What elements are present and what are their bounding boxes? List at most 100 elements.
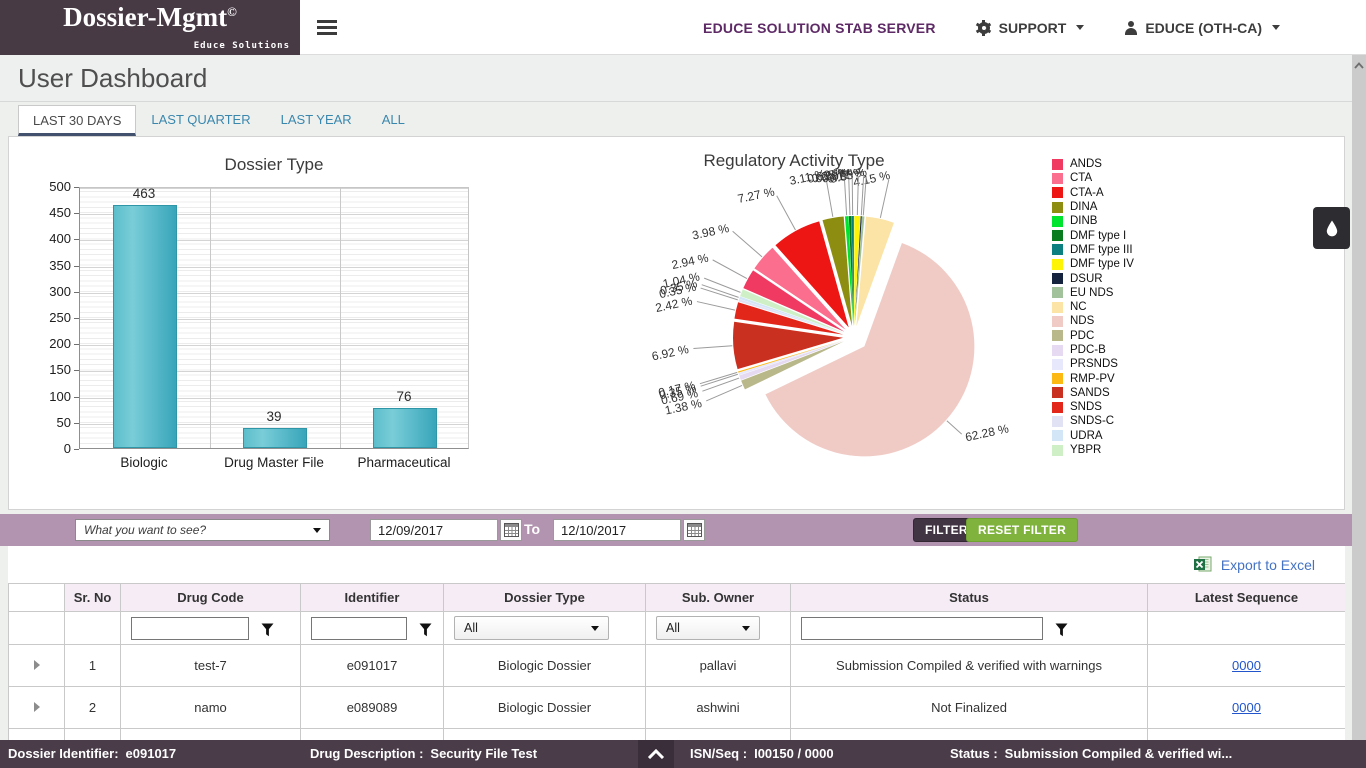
chevron-down-icon bbox=[591, 625, 599, 631]
date-from-calendar-button[interactable] bbox=[500, 519, 522, 541]
pie-chart-legend: ANDS CTA CTA-A DINA DINB DMF type I DMF type I… bbox=[1052, 157, 1134, 457]
reset-filter-button[interactable]: RESET FILTER bbox=[966, 518, 1079, 542]
dossier-type-filter-select[interactable]: All bbox=[454, 616, 609, 640]
bottom-status-bar: Dossier Identifier: e091017 Drug Descript… bbox=[0, 740, 1366, 768]
column-header-dossier-type[interactable]: Dossier Type bbox=[443, 583, 646, 612]
cell-drug-code: namo bbox=[120, 686, 301, 729]
legend-swatch bbox=[1052, 430, 1063, 442]
column-header-sub-owner[interactable]: Sub. Owner bbox=[645, 583, 791, 612]
tab-last-year[interactable]: LAST YEAR bbox=[280, 112, 352, 127]
hamburger-menu-icon[interactable] bbox=[317, 20, 337, 38]
legend-swatch bbox=[1052, 358, 1063, 370]
pie-label-leader bbox=[706, 384, 743, 402]
column-header-drug-code[interactable]: Drug Code bbox=[120, 583, 301, 612]
droplet-icon bbox=[1326, 220, 1337, 236]
table-row-partial bbox=[8, 728, 1345, 740]
column-header-status[interactable]: Status bbox=[790, 583, 1148, 612]
legend-swatch bbox=[1052, 301, 1063, 313]
expand-row-icon[interactable] bbox=[33, 702, 40, 712]
what-to-see-select[interactable]: What you want to see? bbox=[75, 519, 330, 541]
pie-label-leader bbox=[703, 277, 741, 293]
dossier-grid: Sr. No Drug Code Identifier Dossier Type Sub… bbox=[8, 583, 1345, 740]
legend-swatch bbox=[1052, 158, 1063, 170]
bar-value-label: 463 bbox=[132, 186, 156, 202]
gridline bbox=[80, 266, 468, 268]
tab-all[interactable]: ALL bbox=[381, 112, 405, 127]
statusbar-expand-button[interactable] bbox=[638, 740, 674, 768]
export-to-excel-link[interactable]: Export to Excel bbox=[1220, 556, 1315, 573]
cell-expand[interactable] bbox=[8, 686, 65, 729]
sub-owner-filter-select[interactable]: All bbox=[656, 616, 760, 640]
pie-slice-dmf-type-iv bbox=[854, 216, 861, 327]
scroll-up-arrow[interactable] bbox=[1353, 58, 1365, 72]
gridline bbox=[80, 188, 468, 189]
filter-cell-dossier-type: All bbox=[443, 611, 646, 645]
pie-percent-label: 3.98 % bbox=[691, 221, 731, 243]
expand-row-icon[interactable] bbox=[33, 660, 40, 670]
filter-cell-latest-sequence bbox=[1147, 611, 1345, 645]
legend-item-dina: DINA bbox=[1052, 200, 1134, 214]
cell-latest-sequence: 0000 bbox=[1147, 644, 1345, 687]
cell-expand[interactable] bbox=[8, 644, 65, 687]
legend-swatch bbox=[1052, 172, 1063, 184]
y-axis-tick-label: 100 bbox=[49, 388, 71, 404]
top-navbar: Dossier-Mgmt© Educe Solutions EDUCE SOLU… bbox=[0, 0, 1366, 55]
latest-sequence-link[interactable]: 0000 bbox=[1232, 700, 1261, 715]
gridline bbox=[80, 214, 468, 216]
y-axis-tick-label: 50 bbox=[56, 414, 71, 430]
legend-label: ANDS bbox=[1070, 158, 1102, 171]
pie-slice-pdc-b bbox=[739, 340, 844, 380]
cell-status: Submission Compiled & verified with warn… bbox=[790, 644, 1148, 687]
tab-last-quarter[interactable]: LAST QUARTER bbox=[151, 112, 251, 127]
y-axis-tick bbox=[74, 213, 79, 215]
legend-item-udra: UDRA bbox=[1052, 429, 1134, 443]
charts-panel: Dossier Type 0 50 100 150 200 250 300 350 400 450… bbox=[8, 136, 1345, 510]
vertical-scrollbar[interactable] bbox=[1352, 55, 1366, 768]
y-axis-tick bbox=[74, 291, 79, 293]
gridline bbox=[80, 319, 468, 320]
identifier-filter-input[interactable] bbox=[311, 616, 407, 640]
tab-last-30-days[interactable]: LAST 30 DAYS bbox=[18, 105, 137, 136]
filter-funnel-icon[interactable] bbox=[419, 623, 432, 637]
status-filter-input[interactable] bbox=[801, 616, 1043, 640]
y-axis-tick bbox=[74, 239, 79, 241]
copyright-mark: © bbox=[227, 4, 237, 19]
date-to-calendar-button[interactable] bbox=[683, 519, 705, 541]
cell-dossier-type: Biologic Dossier bbox=[443, 644, 646, 687]
cell-dossier-type: Biologic Dossier bbox=[443, 686, 646, 729]
statusbar-isn-seq: ISN/Seq : I00150 / 0000 bbox=[690, 746, 834, 761]
user-menu[interactable]: EDUCE (OTH-CA) bbox=[1124, 20, 1280, 36]
legend-label: PDC bbox=[1070, 329, 1095, 342]
latest-sequence-link[interactable]: 0000 bbox=[1232, 658, 1261, 673]
pie-slice-cta bbox=[754, 247, 846, 330]
pie-slice-dinb bbox=[844, 216, 854, 327]
pie-label-leader bbox=[825, 178, 834, 217]
y-axis-tick-label: 150 bbox=[49, 362, 71, 378]
column-header-sr-no[interactable]: Sr. No bbox=[64, 583, 121, 612]
cell-empty bbox=[1147, 728, 1345, 740]
support-menu[interactable]: SUPPORT bbox=[975, 19, 1085, 36]
drug-code-filter-input[interactable] bbox=[131, 616, 249, 640]
legend-label: DMF type III bbox=[1070, 243, 1133, 256]
date-to-input[interactable] bbox=[553, 519, 681, 541]
cell-empty bbox=[64, 728, 121, 740]
pie-slice-nds bbox=[765, 242, 975, 457]
pie-slice-pdc bbox=[741, 341, 844, 390]
category-separator bbox=[340, 188, 341, 448]
column-header-latest-sequence[interactable]: Latest Sequence bbox=[1147, 583, 1345, 612]
filter-funnel-icon[interactable] bbox=[261, 623, 274, 637]
pie-label-leader bbox=[712, 259, 748, 279]
filter-funnel-icon[interactable] bbox=[1055, 623, 1068, 637]
legend-swatch bbox=[1052, 415, 1063, 427]
legend-item-dmf-type-i: DMF type I bbox=[1052, 228, 1134, 242]
legend-label: SNDS bbox=[1070, 401, 1102, 414]
cell-sub-owner: ashwini bbox=[645, 686, 791, 729]
column-header-identifier[interactable]: Identifier bbox=[300, 583, 444, 612]
pie-slice-snds-c bbox=[738, 299, 844, 334]
pie-slice-nc bbox=[856, 216, 894, 327]
legend-label: CTA-A bbox=[1070, 186, 1104, 199]
date-from-input[interactable] bbox=[370, 519, 498, 541]
legend-label: EU NDS bbox=[1070, 286, 1114, 299]
cell-identifier: e089089 bbox=[300, 686, 444, 729]
theme-droplet-button[interactable] bbox=[1313, 207, 1350, 249]
